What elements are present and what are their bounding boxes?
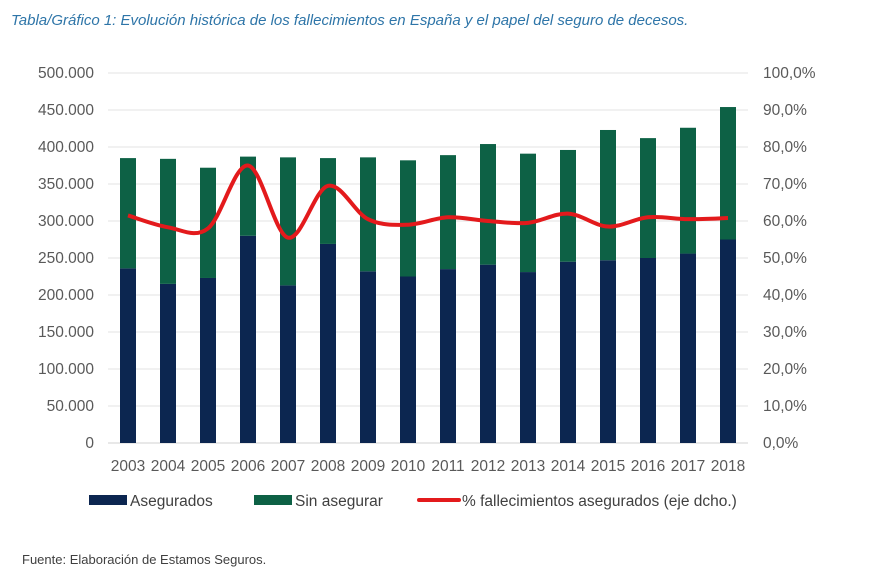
y-left-tick-label: 500.000 — [38, 65, 94, 82]
y-right-tick-label: 100,0% — [763, 65, 816, 82]
legend-swatch-sin-asegurar — [254, 495, 292, 505]
bar-sin-asegurar — [640, 138, 656, 258]
x-tick-label: 2015 — [591, 458, 625, 475]
x-tick-label: 2010 — [391, 458, 426, 475]
y-right-tick-label: 0,0% — [763, 435, 799, 452]
bar-sin-asegurar — [320, 158, 336, 244]
bar-asegurados — [440, 269, 456, 443]
y-left-tick-label: 400.000 — [38, 139, 94, 156]
bar-sin-asegurar — [520, 153, 536, 273]
bar-asegurados — [680, 253, 696, 443]
bar-asegurados — [240, 235, 256, 443]
y-right-tick-label: 50,0% — [763, 250, 807, 267]
y-right-tick-label: 80,0% — [763, 139, 807, 156]
y-right-tick-label: 70,0% — [763, 176, 807, 193]
y-left-tick-label: 100.000 — [38, 361, 94, 378]
x-tick-label: 2005 — [191, 458, 225, 475]
x-tick-label: 2011 — [431, 458, 464, 475]
x-tick-label: 2007 — [271, 458, 305, 475]
y-left-tick-label: 450.000 — [38, 102, 94, 119]
x-tick-label: 2014 — [551, 458, 586, 475]
x-tick-label: 2004 — [151, 458, 186, 475]
bar-asegurados — [400, 276, 416, 443]
y-right-tick-label: 60,0% — [763, 213, 807, 230]
y-right-tick-label: 20,0% — [763, 361, 807, 378]
bar-sin-asegurar — [360, 157, 376, 272]
percentage-line-path — [127, 163, 729, 240]
x-tick-label: 2016 — [631, 458, 665, 475]
bar-sin-asegurar — [240, 156, 256, 236]
x-tick-label: 2018 — [711, 458, 745, 475]
x-axis: 2003 2004 2005 2006 2007 2008 2009 2010 2011 2012… — [111, 458, 745, 475]
y-axis-right: 0,0% 10,0% 20,0% 30,0% 40,0% 50,0% 60,0% 70,0% 8… — [763, 65, 816, 452]
bar-sin-asegurar — [560, 149, 576, 262]
bar-sin-asegurar — [600, 129, 616, 261]
y-right-tick-label: 30,0% — [763, 324, 807, 341]
x-tick-label: 2012 — [471, 458, 505, 475]
legend-label-asegurados: Asegurados — [130, 493, 213, 510]
x-tick-label: 2006 — [231, 458, 265, 475]
bar-sin-asegurar — [120, 158, 136, 269]
bar-sin-asegurar — [280, 157, 296, 286]
percentage-line — [127, 163, 729, 240]
y-axis-left: 0 50.000 100.000 150.000 200.000 250.000 300.0… — [38, 65, 94, 452]
bar-asegurados — [520, 272, 536, 443]
legend-label-porcentaje: % fallecimientos asegurados (eje dcho.) — [462, 493, 737, 510]
x-tick-label: 2013 — [511, 458, 545, 475]
bar-asegurados — [120, 268, 136, 443]
bar-sin-asegurar — [720, 107, 736, 240]
bar-sin-asegurar — [480, 144, 496, 265]
y-right-tick-label: 10,0% — [763, 398, 807, 415]
bar-sin-asegurar — [200, 167, 216, 278]
bar-asegurados — [200, 277, 216, 443]
legend-swatch-asegurados — [89, 495, 127, 505]
y-left-tick-label: 200.000 — [38, 287, 94, 304]
bar-sin-asegurar — [160, 158, 176, 284]
bar-asegurados — [280, 285, 296, 443]
y-right-tick-label: 90,0% — [763, 102, 807, 119]
legend-label-sin-asegurar: Sin asegurar — [295, 493, 383, 510]
bar-asegurados — [480, 264, 496, 443]
bar-asegurados — [360, 271, 376, 443]
source-note: Fuente: Elaboración de Estamos Seguros. — [22, 552, 267, 567]
bar-asegurados — [160, 283, 176, 443]
bar-asegurados — [560, 261, 576, 443]
chart-title: Tabla/Gráfico 1: Evolución histórica de … — [11, 12, 689, 29]
y-left-tick-label: 150.000 — [38, 324, 94, 341]
y-left-tick-label: 0 — [85, 435, 94, 452]
x-tick-label: 2009 — [351, 458, 385, 475]
bar-asegurados — [600, 260, 616, 443]
y-right-tick-label: 40,0% — [763, 287, 807, 304]
bar-asegurados — [720, 239, 736, 443]
bar-asegurados — [640, 258, 656, 443]
x-tick-label: 2003 — [111, 458, 145, 475]
legend: Asegurados Sin asegurar % fallecimientos a… — [89, 493, 737, 510]
bar-asegurados — [320, 243, 336, 443]
y-left-tick-label: 350.000 — [38, 176, 94, 193]
x-tick-label: 2017 — [671, 458, 705, 475]
y-left-tick-label: 250.000 — [38, 250, 94, 267]
bar-sin-asegurar — [440, 155, 456, 270]
y-left-tick-label: 300.000 — [38, 213, 94, 230]
x-tick-label: 2008 — [311, 458, 345, 475]
bar-sin-asegurar — [400, 160, 416, 277]
y-left-tick-label: 50.000 — [47, 398, 95, 415]
bars — [120, 107, 736, 443]
bar-sin-asegurar — [680, 127, 696, 254]
